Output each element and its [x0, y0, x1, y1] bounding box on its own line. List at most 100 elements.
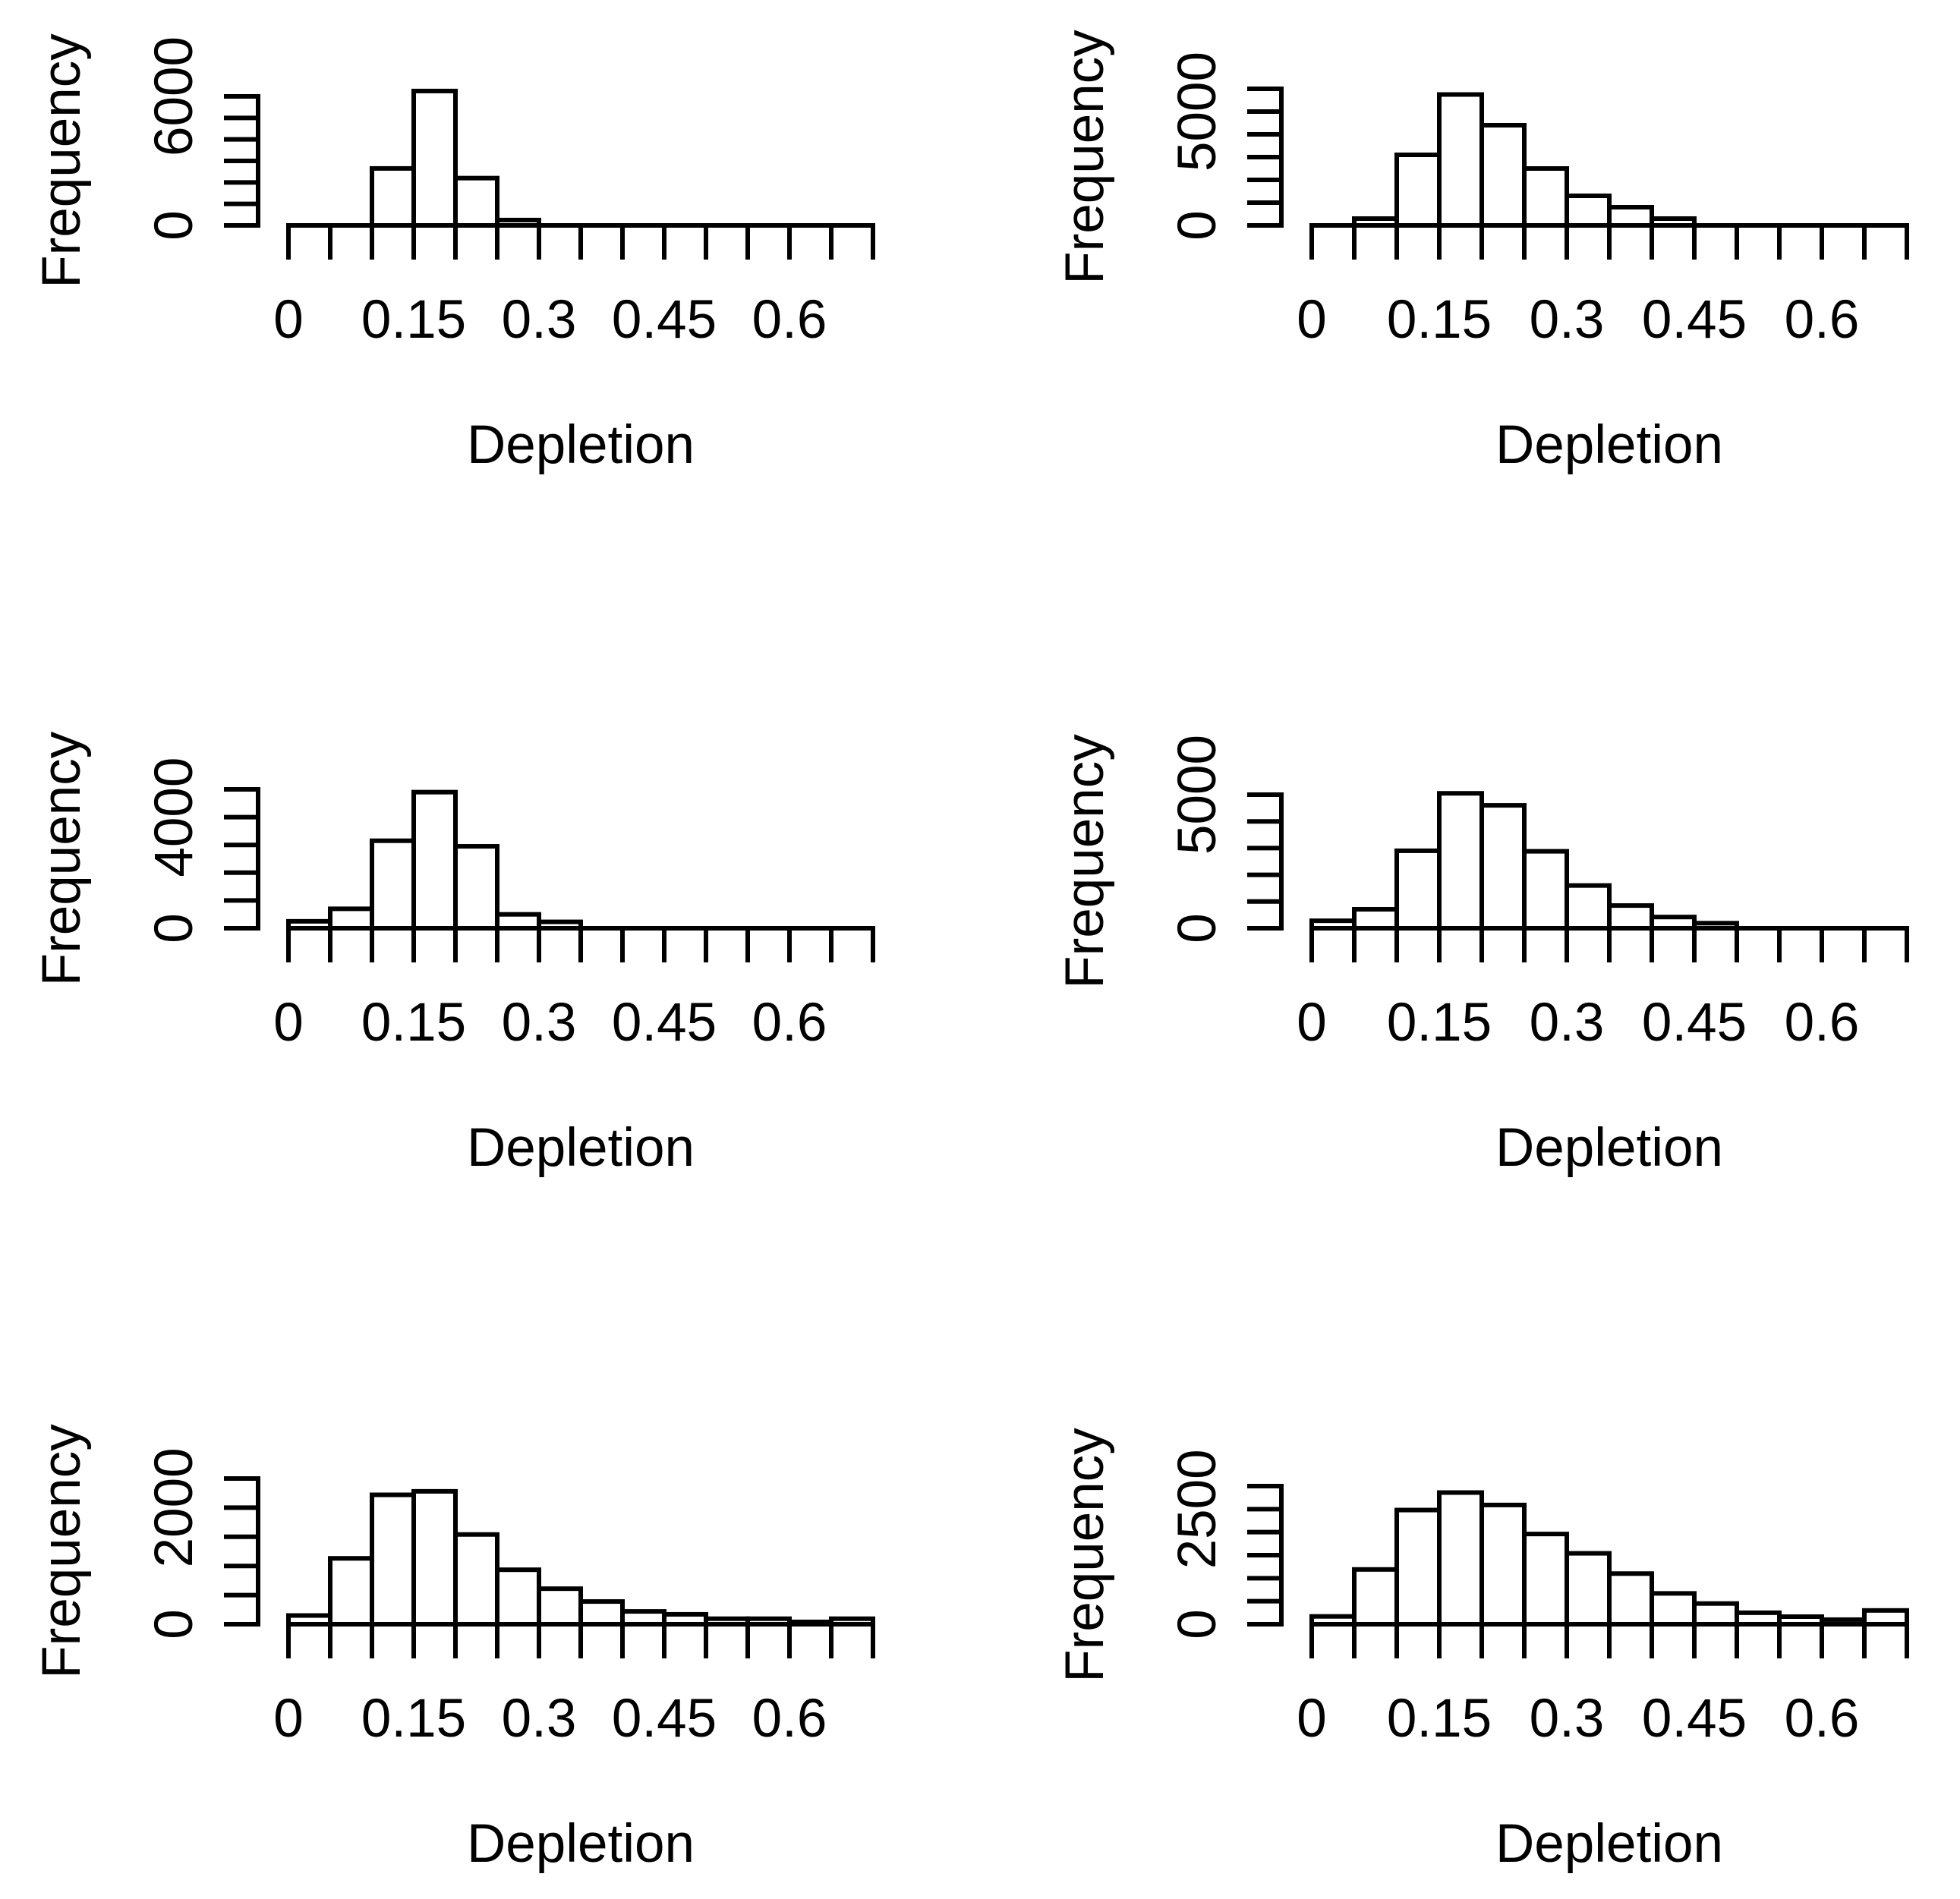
histogram-bar — [537, 1586, 583, 1627]
histogram-bar — [662, 1611, 708, 1627]
histogram-bar — [453, 844, 499, 931]
histogram-bar — [1479, 123, 1527, 228]
histogram-bar — [495, 217, 541, 228]
histogram-bar — [1352, 1567, 1399, 1627]
x-axis-title: Depletion — [467, 415, 695, 475]
histogram-bar — [1565, 883, 1612, 931]
histogram-panel-4: 0 0.15 0.3 0.45 0.6 0 2000 Depletion Frequency — [32, 1424, 875, 1874]
histogram-bar — [453, 1532, 499, 1627]
histogram-panel-2: 0 0.15 0.3 0.45 0.6 0 4000 Depletion Frequency — [32, 731, 875, 1178]
histogram-bar — [537, 919, 583, 931]
x-tick-label: 0.6 — [752, 1689, 827, 1749]
y-axis-title: Frequency — [32, 1424, 92, 1679]
histogram-bar — [411, 88, 458, 228]
histogram-bar — [328, 1556, 374, 1627]
histogram-bar — [1437, 92, 1484, 228]
x-tick-label: 0.6 — [752, 290, 827, 350]
y-tick-label: 2500 — [1167, 1449, 1227, 1569]
x-tick-label: 0 — [273, 993, 304, 1053]
x-tick-label: 0 — [273, 290, 304, 350]
histogram-bar — [787, 1619, 833, 1627]
histogram-bar — [1352, 907, 1399, 931]
histogram-bar — [370, 838, 416, 931]
histogram-bar — [453, 175, 499, 228]
histogram-bar — [704, 1616, 750, 1627]
histogram-bar — [1352, 216, 1399, 228]
x-tick-label: 0.45 — [1642, 993, 1747, 1053]
x-tick-label: 0.3 — [1530, 993, 1605, 1053]
histogram-bar — [1607, 205, 1654, 228]
histogram-bar — [286, 918, 332, 931]
x-tick-label: 0.6 — [752, 993, 827, 1053]
y-axis-title: Frequency — [1055, 30, 1115, 285]
histogram-bar — [1394, 1507, 1442, 1627]
x-tick-label: 0.45 — [1642, 1689, 1747, 1749]
x-tick-label: 0.3 — [502, 993, 577, 1053]
x-tick-label: 0.6 — [1785, 290, 1860, 350]
histogram-bar — [1650, 915, 1697, 931]
histogram-bar — [1650, 1591, 1697, 1627]
x-tick-label: 0.45 — [612, 290, 717, 350]
x-tick-label: 0 — [1297, 290, 1327, 350]
x-axis-title: Depletion — [467, 1118, 695, 1178]
histogram-bar — [1479, 803, 1527, 931]
histogram-bar — [1607, 903, 1654, 931]
histogram-bar — [370, 1492, 416, 1627]
x-tick-label: 0.15 — [361, 993, 466, 1053]
histogram-bar — [1437, 791, 1484, 931]
histogram-bar — [829, 1616, 875, 1627]
histogram-bar — [1565, 1551, 1612, 1627]
histogram-bar — [1309, 918, 1357, 931]
histogram-bar — [1309, 1614, 1357, 1627]
y-axis-title: Frequency — [32, 731, 92, 986]
histogram-panel-3: 0 0.15 0.3 0.45 0.6 0 5000 Depletion Frequency — [1055, 734, 1909, 1178]
x-tick-label: 0 — [1297, 993, 1327, 1053]
histogram-bar — [1394, 848, 1442, 931]
histogram-bar — [1437, 1490, 1484, 1627]
histogram-bar — [1607, 1571, 1654, 1627]
x-tick-label: 0 — [273, 1689, 304, 1749]
y-tick-label: 0 — [1167, 913, 1227, 943]
x-axis-title: Depletion — [467, 1814, 695, 1874]
histogram-panel-1: 0 0.15 0.3 0.45 0.6 0 5000 Depletion Frequency — [1055, 30, 1909, 475]
histogram-bar — [328, 906, 374, 931]
x-tick-label: 0.15 — [361, 290, 466, 350]
histogram-bar — [620, 1609, 666, 1627]
x-tick-label: 0.45 — [1642, 290, 1747, 350]
histogram-bar — [1565, 194, 1612, 228]
y-tick-label: 0 — [144, 1609, 204, 1639]
histogram-bar — [411, 789, 458, 931]
y-tick-label: 2000 — [144, 1447, 204, 1567]
y-axis-title: Frequency — [1055, 734, 1115, 989]
histogram-bar — [578, 1599, 625, 1627]
y-tick-label: 0 — [144, 913, 204, 943]
histogram-bar — [745, 1616, 792, 1627]
histogram-bar — [1692, 1601, 1739, 1627]
y-tick-label: 4000 — [144, 757, 204, 877]
x-tick-label: 0.45 — [612, 993, 717, 1053]
x-tick-label: 0.6 — [1785, 993, 1860, 1053]
y-axis-title: Frequency — [1055, 1428, 1115, 1683]
x-tick-label: 0.15 — [1387, 993, 1492, 1053]
histogram-bar — [1735, 1610, 1782, 1627]
x-tick-label: 0.6 — [1785, 1689, 1860, 1749]
y-tick-label: 5000 — [1167, 735, 1227, 855]
x-tick-label: 0.15 — [1387, 290, 1492, 350]
histogram-bar — [286, 1613, 332, 1627]
y-axis-title: Frequency — [32, 33, 92, 288]
x-tick-label: 0.3 — [1530, 290, 1605, 350]
histogram-bar — [1394, 153, 1442, 228]
histogram-bar — [1479, 1502, 1527, 1627]
histogram-bar — [1522, 166, 1569, 228]
histogram-bar — [1650, 216, 1697, 228]
y-tick-label: 0 — [144, 210, 204, 241]
histogram-bar — [370, 165, 416, 228]
x-tick-label: 0.15 — [1387, 1689, 1492, 1749]
x-tick-label: 0.3 — [1530, 1689, 1605, 1749]
x-tick-label: 0.45 — [612, 1689, 717, 1749]
histogram-bar — [1777, 1614, 1824, 1627]
x-tick-label: 0.3 — [502, 290, 577, 350]
y-tick-label: 6000 — [144, 36, 204, 156]
histogram-bar — [1862, 1608, 1909, 1627]
